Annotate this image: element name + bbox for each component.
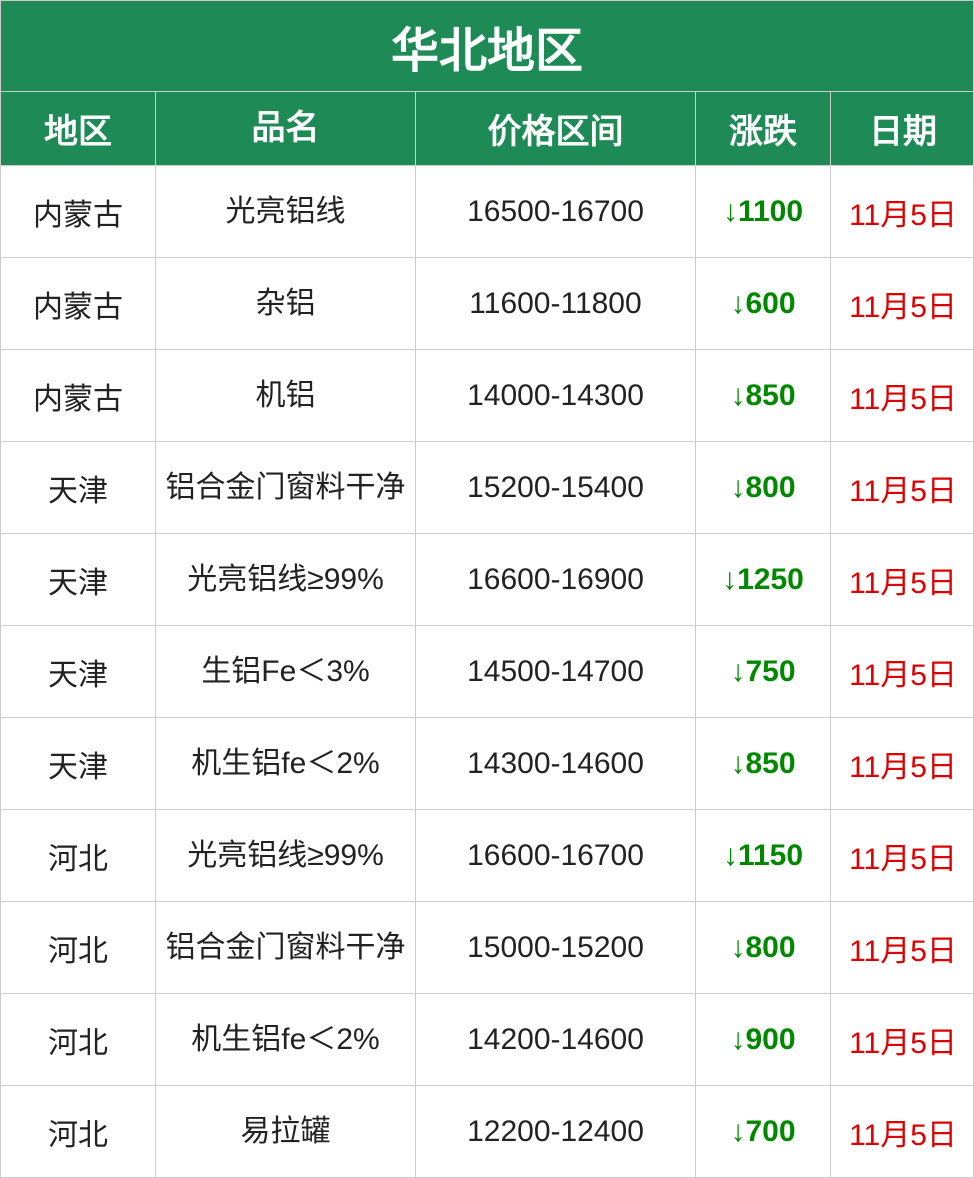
cell-region: 内蒙古 bbox=[1, 350, 156, 441]
cell-region: 河北 bbox=[1, 810, 156, 901]
cell-date: 11月5日 bbox=[831, 258, 974, 349]
cell-price: 15000-15200 bbox=[416, 902, 696, 993]
change-value: 600 bbox=[745, 287, 795, 321]
cell-product: 光亮铝线 bbox=[156, 166, 416, 257]
table-row: 内蒙古杂铝11600-11800↓60011月5日 bbox=[1, 257, 973, 349]
cell-product: 光亮铝线≥99% bbox=[156, 810, 416, 901]
header-product: 品名 bbox=[156, 92, 416, 165]
table-row: 河北易拉罐12200-12400↓70011月5日 bbox=[1, 1085, 973, 1177]
header-price: 价格区间 bbox=[416, 92, 696, 165]
header-region: 地区 bbox=[1, 92, 156, 165]
down-arrow-icon: ↓ bbox=[730, 931, 745, 965]
cell-price: 12200-12400 bbox=[416, 1086, 696, 1177]
cell-product: 生铝Fe＜3% bbox=[156, 626, 416, 717]
change-value: 700 bbox=[745, 1115, 795, 1149]
change-value: 1150 bbox=[738, 839, 803, 873]
change-value: 850 bbox=[745, 379, 795, 413]
cell-date: 11月5日 bbox=[831, 442, 974, 533]
cell-date: 11月5日 bbox=[831, 1086, 974, 1177]
table-row: 河北光亮铝线≥99%16600-16700↓115011月5日 bbox=[1, 809, 973, 901]
cell-date: 11月5日 bbox=[831, 718, 974, 809]
cell-change: ↓700 bbox=[696, 1086, 831, 1177]
cell-product: 机生铝fe＜2% bbox=[156, 718, 416, 809]
cell-price: 16500-16700 bbox=[416, 166, 696, 257]
cell-date: 11月5日 bbox=[831, 166, 974, 257]
cell-region: 天津 bbox=[1, 626, 156, 717]
table-header-row: 地区 品名 价格区间 涨跌 日期 bbox=[1, 92, 973, 165]
cell-price: 14000-14300 bbox=[416, 350, 696, 441]
price-table: 华北地区 地区 品名 价格区间 涨跌 日期 内蒙古光亮铝线16500-16700… bbox=[0, 0, 974, 1178]
down-arrow-icon: ↓ bbox=[730, 747, 745, 781]
cell-price: 11600-11800 bbox=[416, 258, 696, 349]
cell-product: 光亮铝线≥99% bbox=[156, 534, 416, 625]
cell-change: ↓600 bbox=[696, 258, 831, 349]
cell-change: ↓1100 bbox=[696, 166, 831, 257]
cell-change: ↓800 bbox=[696, 442, 831, 533]
change-value: 850 bbox=[745, 747, 795, 781]
cell-date: 11月5日 bbox=[831, 902, 974, 993]
change-value: 900 bbox=[745, 1023, 795, 1057]
cell-region: 天津 bbox=[1, 442, 156, 533]
header-change: 涨跌 bbox=[696, 92, 831, 165]
down-arrow-icon: ↓ bbox=[723, 839, 738, 873]
cell-price: 14200-14600 bbox=[416, 994, 696, 1085]
table-row: 天津生铝Fe＜3%14500-14700↓75011月5日 bbox=[1, 625, 973, 717]
table-body: 内蒙古光亮铝线16500-16700↓110011月5日内蒙古杂铝11600-1… bbox=[1, 165, 973, 1177]
down-arrow-icon: ↓ bbox=[722, 563, 737, 597]
cell-region: 内蒙古 bbox=[1, 166, 156, 257]
cell-region: 河北 bbox=[1, 1086, 156, 1177]
cell-change: ↓750 bbox=[696, 626, 831, 717]
down-arrow-icon: ↓ bbox=[730, 287, 745, 321]
cell-date: 11月5日 bbox=[831, 810, 974, 901]
cell-product: 机生铝fe＜2% bbox=[156, 994, 416, 1085]
cell-product: 铝合金门窗料干净 bbox=[156, 442, 416, 533]
change-value: 1100 bbox=[738, 195, 803, 229]
table-row: 天津机生铝fe＜2%14300-14600↓85011月5日 bbox=[1, 717, 973, 809]
cell-price: 14300-14600 bbox=[416, 718, 696, 809]
cell-region: 河北 bbox=[1, 994, 156, 1085]
cell-change: ↓900 bbox=[696, 994, 831, 1085]
cell-change: ↓850 bbox=[696, 718, 831, 809]
down-arrow-icon: ↓ bbox=[723, 195, 738, 229]
cell-price: 16600-16700 bbox=[416, 810, 696, 901]
change-value: 800 bbox=[745, 931, 795, 965]
down-arrow-icon: ↓ bbox=[730, 471, 745, 505]
cell-price: 14500-14700 bbox=[416, 626, 696, 717]
table-row: 河北机生铝fe＜2%14200-14600↓90011月5日 bbox=[1, 993, 973, 1085]
table-title: 华北地区 bbox=[1, 1, 973, 92]
cell-change: ↓1150 bbox=[696, 810, 831, 901]
cell-change: ↓1250 bbox=[696, 534, 831, 625]
cell-date: 11月5日 bbox=[831, 994, 974, 1085]
cell-product: 铝合金门窗料干净 bbox=[156, 902, 416, 993]
change-value: 800 bbox=[745, 471, 795, 505]
cell-region: 内蒙古 bbox=[1, 258, 156, 349]
cell-date: 11月5日 bbox=[831, 626, 974, 717]
header-date: 日期 bbox=[831, 92, 974, 165]
cell-price: 15200-15400 bbox=[416, 442, 696, 533]
cell-product: 杂铝 bbox=[156, 258, 416, 349]
table-row: 内蒙古光亮铝线16500-16700↓110011月5日 bbox=[1, 165, 973, 257]
down-arrow-icon: ↓ bbox=[730, 655, 745, 689]
cell-change: ↓800 bbox=[696, 902, 831, 993]
down-arrow-icon: ↓ bbox=[730, 379, 745, 413]
cell-price: 16600-16900 bbox=[416, 534, 696, 625]
cell-region: 天津 bbox=[1, 718, 156, 809]
change-value: 750 bbox=[745, 655, 795, 689]
table-row: 天津光亮铝线≥99%16600-16900↓125011月5日 bbox=[1, 533, 973, 625]
cell-date: 11月5日 bbox=[831, 534, 974, 625]
cell-region: 河北 bbox=[1, 902, 156, 993]
down-arrow-icon: ↓ bbox=[730, 1115, 745, 1149]
table-row: 天津铝合金门窗料干净15200-15400↓80011月5日 bbox=[1, 441, 973, 533]
cell-change: ↓850 bbox=[696, 350, 831, 441]
table-row: 河北铝合金门窗料干净15000-15200↓80011月5日 bbox=[1, 901, 973, 993]
cell-product: 机铝 bbox=[156, 350, 416, 441]
table-row: 内蒙古机铝14000-14300↓85011月5日 bbox=[1, 349, 973, 441]
change-value: 1250 bbox=[737, 563, 804, 597]
cell-product: 易拉罐 bbox=[156, 1086, 416, 1177]
cell-region: 天津 bbox=[1, 534, 156, 625]
cell-date: 11月5日 bbox=[831, 350, 974, 441]
down-arrow-icon: ↓ bbox=[730, 1023, 745, 1057]
